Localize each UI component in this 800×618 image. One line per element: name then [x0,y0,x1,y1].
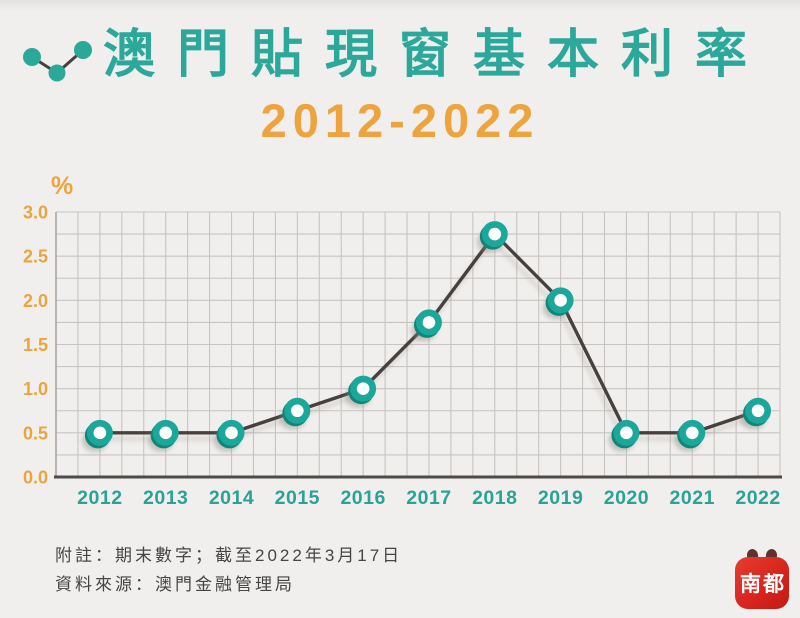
y-tick-label: 2.0 [23,291,48,311]
x-tick-label: 2021 [670,487,715,509]
marker-center [356,382,370,395]
x-tick-label: 2020 [604,487,649,509]
x-tick-label: 2016 [340,487,385,509]
x-tick-label: 2013 [143,487,188,509]
y-tick-label: 1.0 [23,379,48,399]
data-point-marker [542,287,574,320]
data-point-marker [476,221,508,254]
y-tick-label: 0.5 [23,423,48,443]
x-tick-label: 2019 [538,487,583,509]
page-subtitle: 2012-2022 [260,94,540,147]
marker-center [488,227,502,241]
logo-body: 南都 [735,557,789,609]
x-tick-label: 2012 [77,487,122,509]
logo-text: 南都 [740,573,786,596]
y-tick-label: 1.5 [23,335,48,355]
x-tick-label: 2018 [472,487,517,509]
y-tick-label: 0.0 [23,468,48,488]
x-tick-label: 2017 [406,487,451,509]
data-point-marker [213,419,245,452]
marker-center [291,404,304,418]
marker-center [685,426,699,440]
data-point-marker [345,375,377,408]
data-point-marker [81,419,113,452]
footnote-source: 資料來源：澳門金融管理局 [55,575,295,594]
data-point-marker [279,397,311,430]
x-tick-label: 2015 [275,487,320,509]
line-chart-dots-icon [23,41,92,82]
x-tick-label: 2022 [735,487,780,509]
footnote-note: 附註：期末數字；截至2022年3月17日 [55,546,403,565]
y-axis-unit-label: % [51,172,73,200]
data-point-marker [147,419,179,452]
x-tick-label: 2014 [209,487,254,509]
marker-center [422,316,436,329]
marker-center [159,426,172,440]
data-point-marker [740,397,772,430]
marker-center [620,426,633,440]
marker-center [93,426,107,440]
y-tick-label: 2.5 [23,247,48,267]
data-point-marker [608,419,640,452]
data-point-marker [410,309,442,342]
marker-center [225,426,238,440]
footnotes: 附註：期末數字；截至2022年3月17日 資料來源：澳門金融管理局 [55,541,402,599]
page-title: 澳門貼現窗基本利率 [103,26,770,84]
marker-center [751,404,765,418]
y-tick-label: 3.0 [23,203,48,223]
data-point-marker [674,419,706,452]
marker-center [554,294,567,307]
nandu-logo: 南都 [735,548,789,609]
